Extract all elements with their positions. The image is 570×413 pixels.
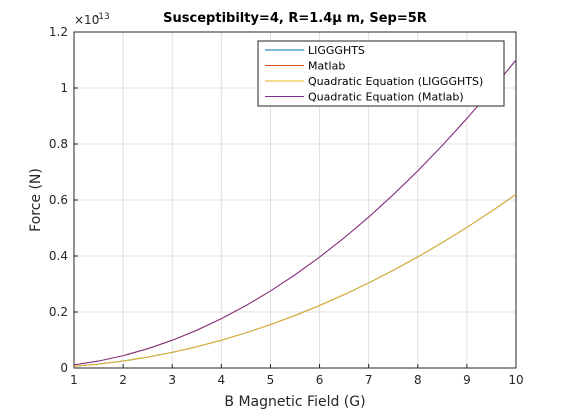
legend-label: Quadratic Equation (Matlab) xyxy=(308,91,464,104)
y-tick-label: 1 xyxy=(60,81,68,95)
y-tick-label: 0 xyxy=(60,361,68,375)
legend-box xyxy=(257,40,505,107)
x-tick-label: 7 xyxy=(365,373,373,387)
y-exponent: -13 xyxy=(95,12,110,22)
x-tick-label: 10 xyxy=(508,373,523,387)
legend-label: Matlab xyxy=(308,60,345,73)
y-tick-label: 0.8 xyxy=(49,137,68,151)
chart-title: Susceptibilty=4, R=1.4μ m, Sep=5R xyxy=(163,11,427,26)
x-axis-label: B Magnetic Field (G) xyxy=(224,394,365,410)
x-tick-label: 9 xyxy=(463,373,471,387)
x-tick-label: 4 xyxy=(218,373,226,387)
legend-label: Quadratic Equation (LIGGGHTS) xyxy=(308,75,483,88)
y-tick-label: 0.4 xyxy=(49,249,68,263)
legend-label: LIGGGHTS xyxy=(308,44,365,57)
x-tick-label: 1 xyxy=(70,373,78,387)
series-line xyxy=(73,59,517,366)
x-tick-label: 2 xyxy=(119,373,127,387)
y-tick-label: 0.2 xyxy=(49,305,68,319)
x-tick-label: 5 xyxy=(267,373,275,387)
x-tick-label: 8 xyxy=(414,373,422,387)
y-tick-label: 0.6 xyxy=(49,193,68,207)
y-axis-label: Force (N) xyxy=(28,168,44,232)
y-multiplier: ×10 xyxy=(74,13,99,27)
y-tick-label: 1.2 xyxy=(49,25,68,39)
series-line xyxy=(73,193,517,367)
x-tick-label: 6 xyxy=(316,373,324,387)
x-tick-label: 3 xyxy=(168,373,176,387)
plot-frame xyxy=(73,31,517,369)
